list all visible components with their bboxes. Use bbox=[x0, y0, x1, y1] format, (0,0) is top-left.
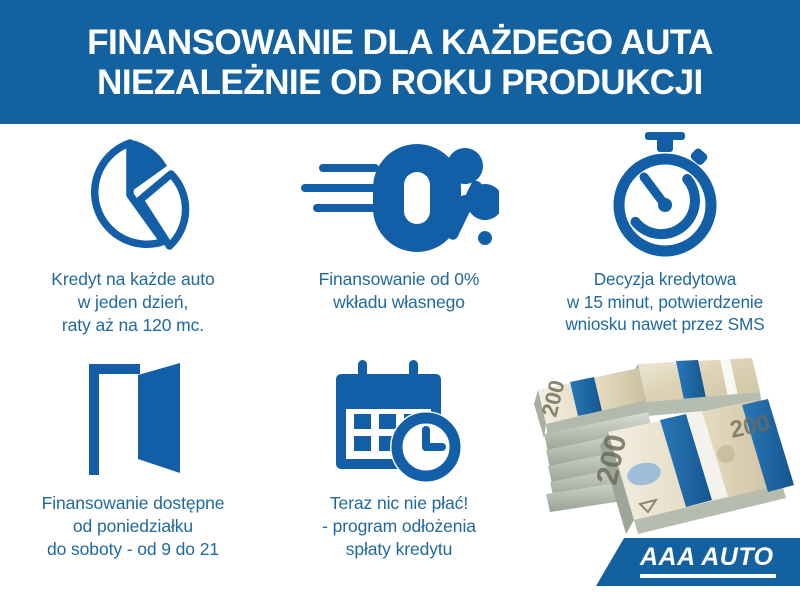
header-banner: FINANSOWANIE DLA KAŻDEGO AUTA NIEZALEŻNI… bbox=[0, 0, 800, 124]
feature-item-decision-time: Decyzja kredytowa w 15 minut, potwierdze… bbox=[532, 132, 798, 336]
logo-underline bbox=[640, 574, 776, 578]
stopwatch-icon bbox=[600, 132, 730, 262]
zero-percent-speed-icon bbox=[299, 132, 499, 262]
logo-text: AAA AUTO bbox=[640, 543, 774, 571]
feature-item-zero-percent: Finansowanie od 0% wkładu własnego bbox=[266, 132, 532, 314]
feature-caption: Finansowanie od 0% wkładu własnego bbox=[318, 269, 480, 313]
feature-item-deferred-payment: Teraz nic nie płać! - program odłożenia … bbox=[266, 356, 532, 561]
aaa-auto-logo[interactable]: AAA AUTO bbox=[596, 538, 800, 586]
header-title-line-2: NIEZALEŻNIE OD ROKU PRODUKCJI bbox=[97, 62, 703, 102]
feature-caption: Finansowanie dostępne od poniedziałku do… bbox=[41, 493, 225, 560]
feature-caption: Teraz nic nie płać! - program odłożenia … bbox=[322, 493, 476, 560]
feature-caption: Decyzja kredytowa w 15 minut, potwierdze… bbox=[565, 269, 765, 335]
feature-item-opening-hours: Finansowanie dostępne od poniedziałku do… bbox=[0, 356, 266, 561]
feature-caption: Kredyt na każde auto w jeden dzień, raty… bbox=[51, 269, 215, 336]
feature-grid: Kredyt na każde auto w jeden dzień, raty… bbox=[0, 124, 800, 600]
banknote-bundles-photo: 200 200 200 bbox=[520, 354, 800, 544]
pie-chart-icon bbox=[70, 132, 196, 262]
header-title-line-1: FINANSOWANIE DLA KAŻDEGO AUTA bbox=[87, 21, 713, 62]
calendar-clock-icon bbox=[331, 356, 467, 486]
feature-item-credit: Kredyt na każde auto w jeden dzień, raty… bbox=[0, 132, 266, 337]
logo-background bbox=[596, 538, 800, 586]
open-door-icon bbox=[68, 356, 198, 486]
